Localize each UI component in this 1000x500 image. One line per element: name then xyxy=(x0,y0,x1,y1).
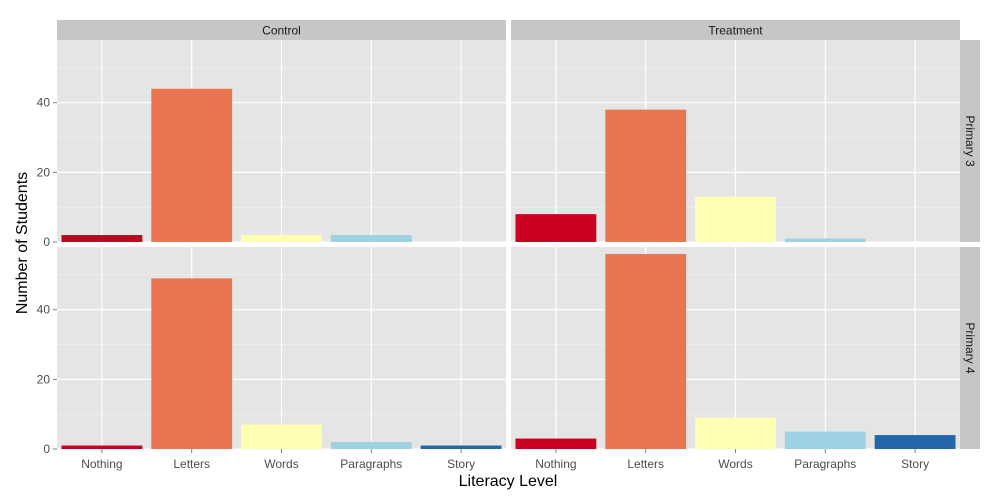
x-tick-label: Nothing xyxy=(81,457,122,471)
strip-primary-4-background xyxy=(960,247,980,449)
panel-treatment-primary-3 xyxy=(511,40,960,243)
y-tick-label: 0 xyxy=(43,442,50,456)
bar-nothing xyxy=(515,438,597,449)
panel-control-primary-4 xyxy=(57,247,506,450)
strips-layer: Control Treatment Primary 3 Primary 4 xyxy=(57,20,980,449)
bar-words xyxy=(241,235,322,242)
bar-story xyxy=(874,435,956,449)
x-tick-label: Paragraphs xyxy=(340,457,402,471)
x-tick-label: Paragraphs xyxy=(794,457,856,471)
panel-control-primary-3 xyxy=(57,40,506,243)
bar-paragraphs xyxy=(330,442,412,449)
y-tick-label: 20 xyxy=(37,165,51,179)
y-tick-label: 0 xyxy=(43,235,50,249)
strip-label-primary-4: Primary 4 xyxy=(963,322,977,374)
y-tick-label: 40 xyxy=(37,303,51,317)
bar-nothing xyxy=(61,445,143,449)
x-tick-label: Nothing xyxy=(535,457,576,471)
strip-primary-3-background xyxy=(960,40,980,242)
x-tick-label: Story xyxy=(901,457,929,471)
x-tick-label: Letters xyxy=(627,457,664,471)
bar-letters xyxy=(151,88,233,242)
x-tick-label: Letters xyxy=(173,457,210,471)
y-tick-label: 40 xyxy=(37,96,51,110)
bar-paragraphs xyxy=(330,235,412,242)
bar-nothing xyxy=(515,214,597,242)
x-tick-label: Words xyxy=(718,457,752,471)
strip-treatment-background xyxy=(511,20,960,40)
bar-letters xyxy=(605,109,687,242)
y-tick-label: 20 xyxy=(37,372,51,386)
panel-treatment-primary-4 xyxy=(511,247,960,450)
strip-label-treatment: Treatment xyxy=(708,24,763,38)
bar-nothing xyxy=(61,235,143,242)
x-axis-title: Literacy Level xyxy=(459,473,558,490)
bar-story xyxy=(420,445,502,449)
y-axis-title: Number of Students xyxy=(14,172,31,314)
bar-words xyxy=(241,424,322,449)
bar-letters xyxy=(605,253,687,449)
panels-layer xyxy=(57,40,960,450)
bar-words xyxy=(695,196,776,242)
x-tick-label: Words xyxy=(264,457,298,471)
strip-label-primary-3: Primary 3 xyxy=(963,115,977,167)
bar-paragraphs xyxy=(784,431,866,449)
bar-paragraphs xyxy=(784,238,866,242)
strip-control-background xyxy=(57,20,506,40)
bar-letters xyxy=(151,278,233,449)
bar-words xyxy=(695,417,776,449)
x-tick-label: Story xyxy=(447,457,475,471)
strip-label-control: Control xyxy=(262,24,301,38)
axes-layer: 0 20 40 0 20 40 Nothing Letters Words Paragraphs S… xyxy=(37,96,929,471)
